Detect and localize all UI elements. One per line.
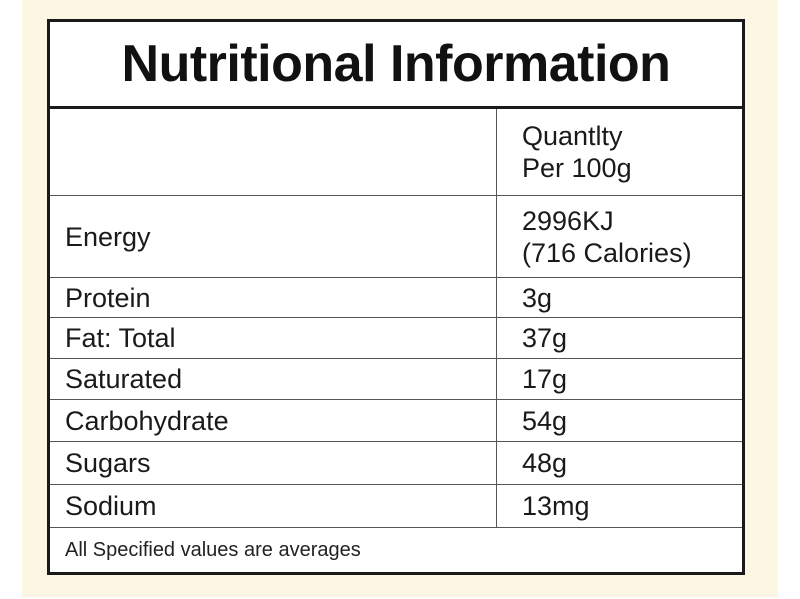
nutrient-value: 3g bbox=[522, 278, 737, 317]
column-divider bbox=[496, 109, 497, 528]
panel-title: Nutritional Information bbox=[121, 35, 671, 93]
header-value-line2: Per 100g bbox=[522, 153, 632, 183]
table-row: Protein 3g bbox=[50, 278, 742, 318]
nutrient-value: 48g bbox=[522, 442, 737, 484]
energy-label: Energy bbox=[65, 221, 151, 252]
nutrient-value-text: 17g bbox=[522, 364, 568, 394]
nutrient-value-text: 13mg bbox=[522, 491, 590, 521]
nutrient-label: Protein bbox=[65, 282, 151, 313]
nutrient-label: Sugars bbox=[65, 448, 151, 478]
title-row: Nutritional Information bbox=[50, 22, 742, 109]
nutrient-value: 17g bbox=[522, 359, 737, 399]
nutrient-label: Carbohydrate bbox=[65, 405, 229, 436]
header-row: Quantlty Per 100g bbox=[50, 109, 742, 196]
header-value: Quantlty Per 100g bbox=[522, 109, 737, 195]
nutrition-panel: Nutritional Information Quantlty Per 100… bbox=[47, 19, 745, 575]
energy-row: Energy 2996KJ (716 Calories) bbox=[50, 196, 742, 278]
table-row: Sugars 48g bbox=[50, 442, 742, 485]
energy-value-kj: 2996KJ bbox=[522, 205, 614, 236]
nutrient-value: 54g bbox=[522, 400, 737, 441]
table-row: Saturated 17g bbox=[50, 359, 742, 400]
nutrient-label: Fat: Total bbox=[65, 323, 176, 353]
table-row: Carbohydrate 54g bbox=[50, 400, 742, 442]
nutrient-value-text: 54g bbox=[522, 405, 568, 436]
energy-value-calories: (716 Calories) bbox=[522, 237, 692, 268]
energy-value: 2996KJ (716 Calories) bbox=[522, 196, 737, 277]
table-row: Fat: Total 37g bbox=[50, 318, 742, 359]
header-value-line1: Quantlty bbox=[522, 121, 623, 151]
nutrient-value-text: 48g bbox=[522, 448, 568, 478]
nutrient-label: Sodium bbox=[65, 491, 157, 521]
nutrient-value: 13mg bbox=[522, 485, 737, 527]
nutrient-label: Saturated bbox=[65, 364, 183, 394]
table-row: Sodium 13mg bbox=[50, 485, 742, 528]
nutrient-value-text: 3g bbox=[522, 282, 553, 313]
nutrient-value-text: 37g bbox=[522, 323, 568, 353]
header-label bbox=[65, 109, 485, 195]
nutrient-value: 37g bbox=[522, 318, 737, 358]
footer-note: All Specified values are averages bbox=[65, 538, 361, 561]
